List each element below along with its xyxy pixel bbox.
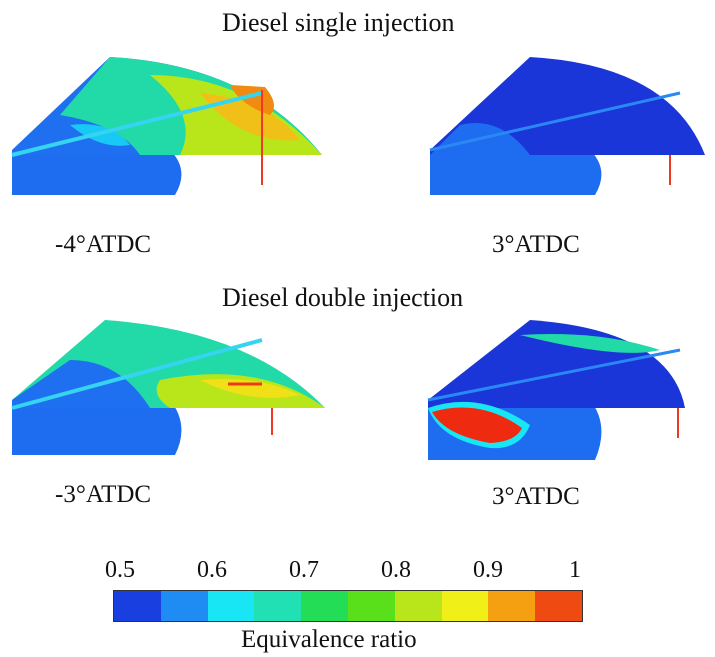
colorbar-segment	[488, 591, 536, 621]
contour-plot-double-plus3	[427, 320, 685, 460]
panel-label-double-right: 3°ATDC	[492, 483, 580, 510]
contour-plot-single-plus3	[429, 57, 705, 195]
colorbar-tick: 1	[569, 557, 581, 583]
colorbar	[113, 590, 583, 622]
colorbar-tick: 0.5	[105, 557, 135, 583]
colorbar-tick: 0.8	[381, 557, 411, 583]
colorbar-label: Equivalence ratio	[241, 626, 417, 653]
colorbar-tick: 0.9	[473, 557, 503, 583]
colorbar-segment	[254, 591, 302, 621]
colorbar-segment	[114, 591, 161, 621]
colorbar-tick: 0.6	[197, 557, 227, 583]
colorbar-segment	[441, 591, 489, 621]
panel-label-double-left: -3°ATDC	[55, 481, 152, 508]
colorbar-tick: 0.7	[289, 557, 319, 583]
contour-plot-single-minus4	[11, 57, 322, 195]
contour-plot-double-minus3	[11, 320, 325, 455]
colorbar-segment	[535, 591, 582, 621]
section-title-single: Diesel single injection	[222, 8, 455, 37]
colorbar-segment	[160, 591, 208, 621]
panel-label-single-right: 3°ATDC	[492, 231, 580, 258]
colorbar-segment	[207, 591, 255, 621]
section-title-double: Diesel double injection	[222, 283, 464, 312]
panel-label-single-left: -4°ATDC	[55, 231, 152, 258]
colorbar-segment	[394, 591, 442, 621]
colorbar-segment	[301, 591, 348, 621]
colorbar-segment	[347, 591, 395, 621]
